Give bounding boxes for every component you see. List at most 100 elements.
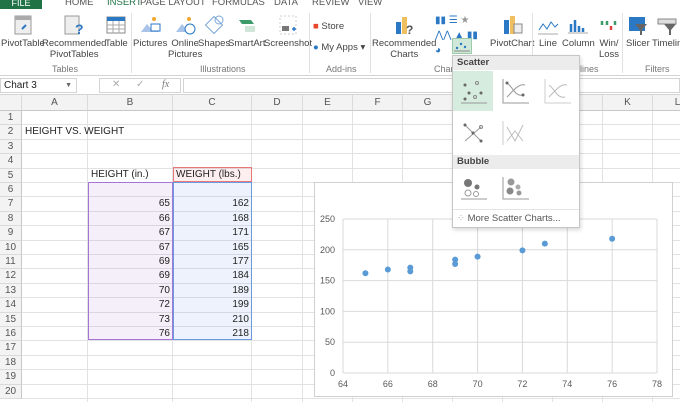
tab-view[interactable]: VIEW bbox=[358, 0, 383, 8]
tab-file[interactable]: FILE bbox=[0, 0, 42, 9]
data-point[interactable] bbox=[362, 270, 369, 277]
recommended-charts-button[interactable]: ? Recommended Charts bbox=[372, 14, 436, 60]
data-point[interactable] bbox=[541, 240, 548, 247]
row-header[interactable]: 9 bbox=[0, 226, 22, 241]
my-apps-button[interactable]: ● My Apps ▾ bbox=[313, 42, 366, 53]
chevron-down-icon[interactable]: ▼ bbox=[65, 82, 72, 89]
scatter-option[interactable] bbox=[453, 71, 493, 111]
insert-function-icon[interactable]: fx bbox=[162, 79, 170, 90]
weight-cell[interactable]: 184 bbox=[232, 270, 249, 282]
3d-bubble-option[interactable] bbox=[495, 169, 535, 209]
timeline-button[interactable]: Timelin bbox=[652, 14, 680, 49]
column-header[interactable]: K bbox=[603, 95, 653, 111]
row-header[interactable]: 6 bbox=[0, 183, 22, 198]
tab-home[interactable]: HOME bbox=[65, 0, 94, 8]
row-header[interactable]: 20 bbox=[0, 384, 22, 399]
row-header[interactable]: 19 bbox=[0, 370, 22, 385]
column-header[interactable]: F bbox=[353, 95, 403, 111]
height-cell[interactable]: 73 bbox=[158, 313, 170, 325]
weight-header-cell[interactable]: WEIGHT (lbs.) bbox=[176, 169, 241, 180]
cancel-icon[interactable]: ✕ bbox=[112, 79, 121, 90]
scatter-chart-button[interactable] bbox=[452, 38, 472, 54]
row-header[interactable]: 17 bbox=[0, 341, 22, 356]
weight-cell[interactable]: 168 bbox=[232, 212, 249, 224]
bar-chart-icon[interactable]: ☰ bbox=[448, 15, 458, 26]
area-chart-icon[interactable]: ▲ bbox=[454, 30, 465, 41]
row-header[interactable]: 4 bbox=[0, 154, 22, 169]
weight-cell[interactable]: 165 bbox=[232, 241, 249, 253]
height-cell[interactable]: 67 bbox=[158, 227, 170, 239]
height-cell[interactable]: 69 bbox=[158, 270, 170, 282]
row-header[interactable]: 13 bbox=[0, 283, 22, 299]
scatter-straight-lines-markers-option[interactable] bbox=[453, 113, 493, 153]
tab-review[interactable]: REVIEW bbox=[312, 0, 350, 8]
weight-cell[interactable]: 189 bbox=[232, 284, 249, 296]
row-header[interactable]: 12 bbox=[0, 269, 22, 284]
row-header[interactable]: 2 bbox=[0, 125, 22, 140]
data-point[interactable] bbox=[519, 247, 526, 254]
row-header[interactable]: 14 bbox=[0, 298, 22, 313]
data-point[interactable] bbox=[452, 256, 459, 263]
weight-cell[interactable]: 162 bbox=[232, 198, 249, 210]
line-chart-icon[interactable]: ⋀⋀ bbox=[435, 30, 452, 41]
tab-page-layout[interactable]: PAGE LAYOUT bbox=[140, 0, 206, 8]
row-header[interactable]: 18 bbox=[0, 355, 22, 371]
row-header[interactable]: 10 bbox=[0, 240, 22, 255]
row-header[interactable]: 8 bbox=[0, 211, 22, 227]
column-header[interactable]: A bbox=[22, 95, 88, 111]
pictures-button[interactable]: Pictures bbox=[133, 14, 167, 49]
sparkline-winloss-button[interactable]: Win/Loss bbox=[598, 14, 620, 60]
online-pictures-button[interactable]: Online Pictures bbox=[168, 14, 202, 60]
tab-insert[interactable]: INSERT bbox=[107, 0, 142, 8]
scatter-straight-lines-option[interactable] bbox=[495, 113, 535, 153]
height-cell[interactable]: 69 bbox=[158, 256, 170, 267]
shapes-button[interactable]: Shapes bbox=[198, 14, 230, 49]
more-scatter-charts-item[interactable]: ⁘ More Scatter Charts... bbox=[453, 209, 579, 227]
row-header[interactable]: 5 bbox=[0, 168, 22, 183]
stock-chart-icon[interactable]: ▮▮ bbox=[466, 30, 478, 41]
height-cell[interactable]: 76 bbox=[158, 328, 170, 339]
tab-formulas[interactable]: FORMULAS bbox=[212, 0, 265, 8]
weight-cell[interactable]: 171 bbox=[232, 227, 249, 239]
sparkline-line-button[interactable]: Line bbox=[537, 14, 559, 49]
row-header[interactable]: 3 bbox=[0, 139, 22, 155]
height-cell[interactable]: 70 bbox=[158, 284, 170, 296]
column-header[interactable]: C bbox=[173, 95, 252, 111]
scatter-smooth-lines-option[interactable] bbox=[537, 71, 577, 111]
pivotchart-button[interactable]: PivotChart bbox=[490, 14, 534, 49]
sparkline-column-button[interactable]: Column bbox=[562, 14, 595, 49]
scatter-smooth-lines-markers-option[interactable] bbox=[495, 71, 535, 111]
column-chart-icon[interactable]: ▮▮ bbox=[435, 15, 447, 26]
data-point[interactable] bbox=[452, 260, 459, 267]
pivottable-button[interactable]: PivotTable bbox=[1, 14, 45, 49]
data-point[interactable] bbox=[407, 268, 414, 275]
table-button[interactable]: Table bbox=[105, 14, 128, 49]
name-box[interactable]: Chart 3 ▼ bbox=[0, 78, 77, 93]
enter-icon[interactable]: ✓ bbox=[136, 79, 145, 90]
height-cell[interactable]: 67 bbox=[158, 241, 170, 253]
slicer-button[interactable]: Slicer bbox=[626, 14, 650, 49]
height-cell[interactable]: 65 bbox=[158, 198, 170, 210]
height-cell[interactable]: 66 bbox=[158, 212, 170, 224]
row-header[interactable]: 11 bbox=[0, 255, 22, 270]
column-header[interactable]: D bbox=[252, 95, 303, 111]
row-header[interactable]: 15 bbox=[0, 312, 22, 327]
data-point[interactable] bbox=[474, 253, 481, 260]
row-header[interactable]: 7 bbox=[0, 197, 22, 212]
pie-chart-icon[interactable]: ◕ bbox=[435, 45, 442, 56]
height-cell[interactable]: 72 bbox=[158, 299, 170, 311]
bubble-option[interactable] bbox=[453, 169, 493, 209]
row-header[interactable]: 1 bbox=[0, 111, 22, 126]
select-all-corner[interactable] bbox=[0, 95, 22, 111]
column-header[interactable]: E bbox=[303, 95, 353, 111]
tab-data[interactable]: DATA bbox=[274, 0, 298, 8]
data-point[interactable] bbox=[384, 266, 391, 273]
column-header[interactable]: L bbox=[653, 95, 680, 111]
column-header[interactable]: B bbox=[88, 95, 173, 111]
row-header[interactable]: 16 bbox=[0, 327, 22, 342]
screenshot-button[interactable]: Screenshot bbox=[264, 14, 312, 49]
recommended-pivottables-button[interactable]: ? Recommended PivotTables bbox=[42, 14, 106, 60]
weight-cell[interactable]: 218 bbox=[232, 328, 249, 339]
smartart-button[interactable]: SmartArt bbox=[228, 14, 265, 49]
data-point[interactable] bbox=[609, 235, 616, 242]
